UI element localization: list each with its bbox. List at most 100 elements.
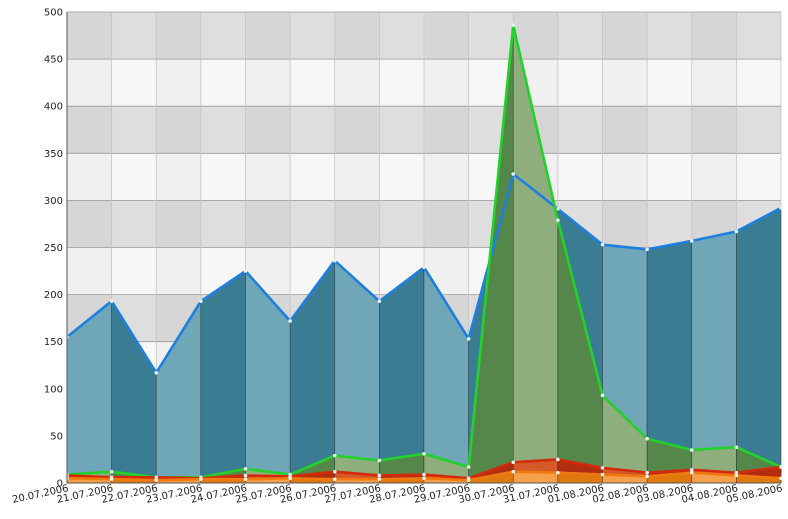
data-point	[288, 319, 292, 323]
background-band	[156, 200, 201, 248]
background-band	[156, 153, 201, 201]
data-point	[377, 473, 382, 478]
data-point	[511, 23, 516, 27]
y-tick-label: 450	[44, 55, 63, 66]
data-point	[199, 477, 203, 482]
background-band	[200, 12, 246, 60]
background-band	[111, 59, 157, 107]
background-band	[557, 153, 603, 201]
background-band	[334, 153, 380, 201]
background-band	[379, 12, 424, 60]
background-band	[736, 153, 781, 201]
data-point	[645, 436, 649, 441]
data-point	[779, 206, 783, 210]
background-band	[736, 12, 781, 60]
background-band	[290, 59, 335, 107]
background-band	[200, 59, 246, 107]
background-band	[334, 12, 380, 60]
data-point	[779, 476, 783, 481]
background-band	[111, 200, 157, 248]
background-band	[334, 106, 380, 154]
background-band	[67, 12, 112, 60]
background-band	[602, 153, 648, 201]
background-band	[602, 12, 648, 60]
background-band	[156, 247, 201, 295]
data-point	[332, 477, 337, 482]
background-band	[557, 12, 603, 60]
background-band	[379, 200, 424, 248]
data-point	[243, 477, 248, 482]
data-point	[645, 470, 649, 475]
data-point	[422, 472, 426, 477]
data-point	[288, 476, 292, 481]
area-segment	[379, 266, 425, 484]
background-band	[111, 12, 157, 60]
data-point	[511, 172, 516, 176]
data-point	[600, 466, 605, 470]
background-band	[647, 12, 692, 60]
background-band	[691, 59, 737, 107]
background-band	[245, 153, 291, 201]
y-tick-label: 500	[44, 8, 63, 19]
background-band	[647, 153, 692, 201]
background-band	[200, 106, 246, 154]
data-point	[556, 470, 560, 475]
background-band	[602, 200, 648, 248]
background-band	[334, 59, 380, 107]
background-band	[424, 153, 469, 201]
background-band	[379, 59, 424, 107]
data-point	[779, 465, 783, 469]
axes	[66, 12, 781, 484]
area-segment	[691, 231, 737, 484]
x-tick-labels: 20.07.200621.07.200622.07.200623.07.2006…	[11, 483, 783, 506]
y-tick-label: 400	[44, 102, 63, 113]
y-tick-label: 100	[44, 384, 63, 395]
y-tick-label: 300	[44, 196, 63, 207]
data-point	[332, 453, 337, 458]
data-point	[600, 393, 605, 398]
background-band	[602, 106, 648, 154]
data-point	[600, 472, 605, 477]
y-tick-label: 150	[44, 337, 63, 348]
data-point	[422, 265, 426, 270]
data-point	[734, 470, 739, 475]
data-point	[689, 470, 694, 475]
data-point	[689, 448, 694, 452]
data-point	[199, 299, 203, 303]
background-band	[111, 247, 157, 295]
background-band	[67, 153, 112, 201]
background-band	[557, 59, 603, 107]
data-point	[466, 465, 471, 469]
data-point	[734, 473, 739, 478]
data-point	[332, 258, 337, 263]
data-point	[689, 468, 694, 472]
background-band	[513, 12, 558, 60]
data-point	[243, 467, 248, 471]
data-point	[422, 476, 426, 481]
background-band	[290, 106, 335, 154]
background-band	[156, 12, 201, 60]
data-point	[556, 457, 560, 462]
background-band	[156, 59, 201, 107]
background-band	[424, 59, 469, 107]
data-point	[332, 469, 337, 474]
background-band	[647, 59, 692, 107]
data-point	[645, 247, 649, 252]
background-band	[736, 106, 781, 154]
data-point	[109, 299, 114, 303]
background-band	[379, 106, 424, 154]
background-band	[67, 106, 112, 154]
background-band	[379, 153, 424, 201]
area-segment	[736, 207, 782, 484]
background-band	[647, 200, 692, 248]
background-band	[290, 153, 335, 201]
data-point	[377, 299, 382, 303]
background-band	[691, 153, 737, 201]
data-point	[377, 458, 382, 463]
data-point	[154, 475, 159, 480]
background-band	[67, 200, 112, 248]
background-band	[736, 59, 781, 107]
background-band	[290, 12, 335, 60]
y-tick-label: 50	[50, 431, 63, 442]
